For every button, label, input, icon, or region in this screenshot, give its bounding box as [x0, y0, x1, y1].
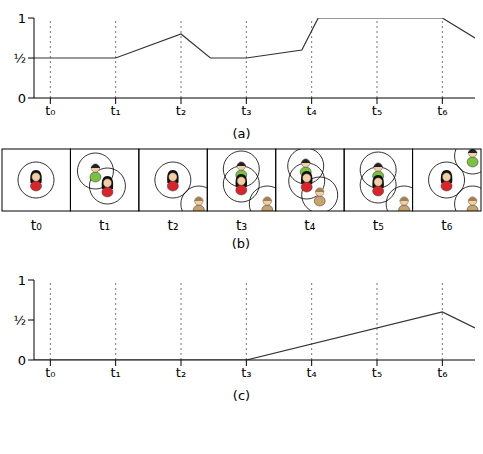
svg-text:t₀: t₀: [45, 365, 55, 380]
svg-text:t₂: t₂: [168, 217, 179, 233]
svg-text:t₃: t₃: [241, 365, 251, 380]
html-text:(a): (a): [232, 126, 251, 141]
svg-text:½: ½: [13, 51, 26, 66]
svg-text:t₃: t₃: [236, 217, 247, 233]
svg-text:(b): (b): [232, 236, 250, 251]
svg-text:t₁: t₁: [111, 103, 121, 118]
html-text:(c): (c): [232, 388, 251, 403]
svg-text:t₀: t₀: [31, 217, 42, 233]
svg-text:t₄: t₄: [307, 103, 317, 118]
svg-text:t₃: t₃: [241, 103, 251, 118]
svg-text:t₂: t₂: [176, 365, 186, 380]
svg-text:t₄: t₄: [304, 217, 315, 233]
svg-text:0: 0: [18, 353, 26, 368]
svg-text:t₁: t₁: [111, 365, 121, 380]
svg-text:t₁: t₁: [99, 217, 110, 233]
svg-text:0: 0: [18, 91, 26, 106]
svg-text:1: 1: [18, 11, 26, 26]
svg-text:t₅: t₅: [372, 365, 382, 380]
svg-text:t₅: t₅: [373, 217, 384, 233]
svg-text:t₄: t₄: [307, 365, 317, 380]
svg-text:t₆: t₆: [437, 103, 447, 118]
svg-text:1: 1: [18, 273, 26, 288]
svg-text:t₀: t₀: [45, 103, 55, 118]
svg-text:½: ½: [13, 313, 26, 328]
svg-text:t₅: t₅: [372, 103, 382, 118]
svg-text:t₆: t₆: [437, 365, 447, 380]
svg-text:t₆: t₆: [441, 217, 452, 233]
svg-text:t₂: t₂: [176, 103, 186, 118]
